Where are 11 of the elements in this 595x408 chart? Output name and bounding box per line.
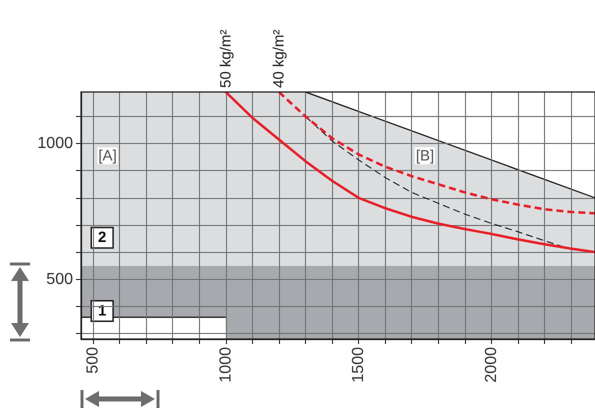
x-tick-label: 500 (84, 346, 102, 374)
x-tick-label: 1500 (350, 346, 368, 383)
x-tick-label: 1000 (217, 346, 234, 383)
x-tick-label: 2000 (482, 346, 500, 383)
line-series (224, 90, 595, 254)
line-series (278, 90, 595, 215)
band-label: 2 (98, 229, 106, 246)
text: 40 kg/m² (270, 30, 288, 88)
text: 50 kg/m² (217, 30, 234, 88)
annotation: [B] (416, 147, 434, 164)
annotation: [A] (98, 147, 117, 164)
